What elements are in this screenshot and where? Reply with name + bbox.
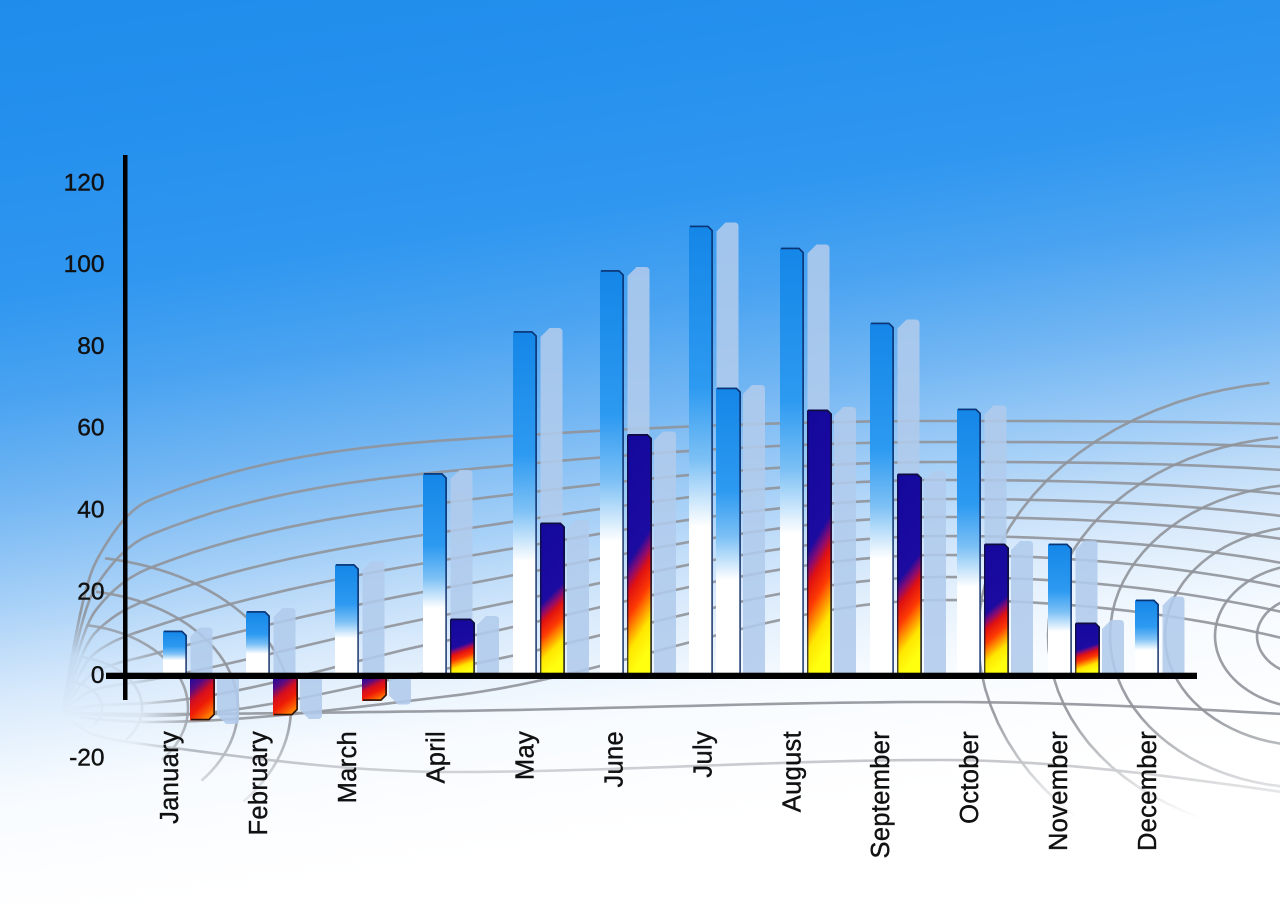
- svg-text:August: August: [778, 731, 806, 812]
- svg-text:-20: -20: [69, 745, 104, 772]
- svg-text:0: 0: [91, 662, 105, 689]
- svg-text:20: 20: [77, 579, 104, 606]
- svg-text:May: May: [512, 731, 540, 780]
- svg-text:September: September: [867, 731, 895, 859]
- svg-text:40: 40: [77, 497, 104, 524]
- svg-text:July: July: [689, 731, 717, 778]
- svg-text:100: 100: [64, 251, 105, 278]
- svg-text:June: June: [601, 731, 629, 788]
- svg-text:December: December: [1134, 731, 1162, 851]
- svg-text:80: 80: [77, 333, 104, 360]
- svg-text:April: April: [423, 731, 451, 784]
- svg-text:January: January: [156, 731, 184, 824]
- svg-text:November: November: [1045, 731, 1073, 851]
- svg-text:60: 60: [77, 415, 104, 442]
- svg-text:February: February: [245, 731, 273, 835]
- svg-text:120: 120: [64, 170, 105, 197]
- svg-text:March: March: [334, 731, 362, 803]
- svg-text:October: October: [956, 731, 984, 824]
